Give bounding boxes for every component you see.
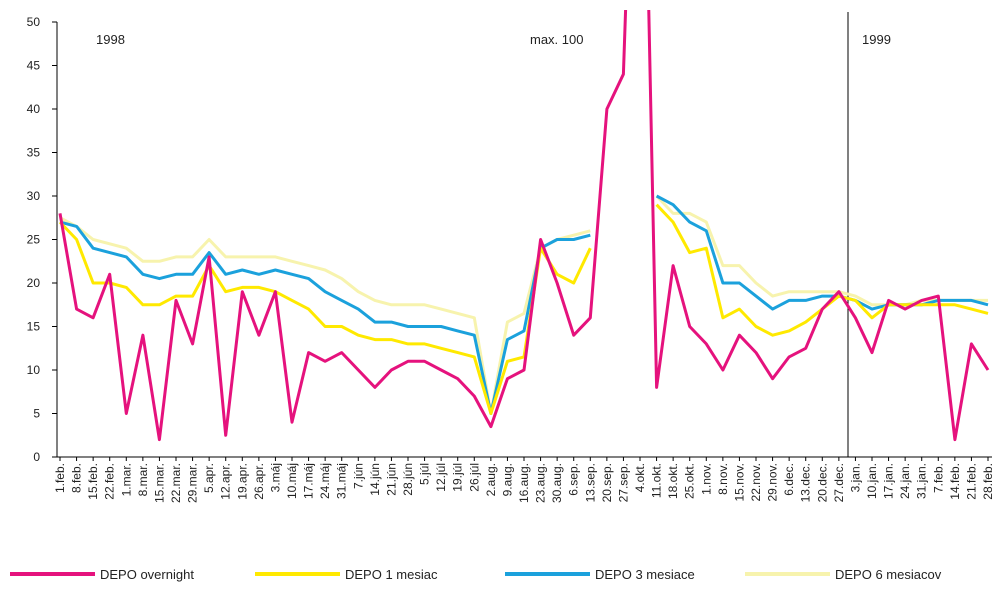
x-tick-label: 19.júl [451, 463, 465, 492]
x-tick-label: 1.mar. [119, 463, 133, 496]
y-tick-label: 5 [33, 407, 40, 421]
legend-label: DEPO 6 mesiacov [835, 567, 942, 582]
x-tick-label: 8.mar. [136, 463, 150, 496]
x-tick-label: 29.mar. [186, 463, 200, 503]
series-line [58, 10, 990, 442]
x-tick-label: 19.apr. [235, 463, 249, 500]
x-tick-label: 26.júl [467, 463, 481, 492]
x-tick-label: 21.jún [384, 463, 398, 496]
x-tick-label: 4.okt. [633, 463, 647, 492]
x-tick-label: 6.sep. [567, 463, 581, 496]
x-tick-label: 30.aug. [550, 463, 564, 503]
x-tick-label: 1.feb. [53, 463, 67, 493]
x-tick-label: 17.máj [302, 463, 316, 499]
x-tick-label: 26.apr. [252, 463, 266, 500]
x-tick-label: 1.nov. [699, 463, 713, 495]
y-tick-label: 45 [27, 59, 41, 73]
x-tick-label: 13.sep. [583, 463, 597, 502]
legend-label: DEPO 3 mesiace [595, 567, 695, 582]
x-tick-label: 5.júl [418, 463, 432, 485]
x-tick-label: 10.jan. [865, 463, 879, 499]
x-tick-label: 6.dec. [782, 463, 796, 496]
x-tick-label: 27.dec. [832, 463, 846, 502]
x-tick-label: 22.mar. [169, 463, 183, 503]
x-tick-label: 3.jan. [848, 463, 862, 492]
y-tick-label: 25 [27, 233, 41, 247]
x-tick-label: 15.mar. [152, 463, 166, 503]
y-tick-label: 15 [27, 320, 41, 334]
x-tick-label: 15.feb. [86, 463, 100, 500]
x-tick-label: 14.jún [368, 463, 382, 496]
x-tick-label: 29.nov. [766, 463, 780, 501]
x-tick-label: 9.aug. [500, 463, 514, 496]
x-tick-label: 22.nov. [749, 463, 763, 501]
annotation: 1998 [96, 32, 125, 47]
x-tick-label: 2.aug. [484, 463, 498, 496]
series-line [59, 194, 989, 415]
x-tick-label: 12.apr. [219, 463, 233, 500]
annotation: max. 100 [530, 32, 583, 47]
x-tick-label: 28.jún [401, 463, 415, 496]
x-tick-label: 7.feb. [931, 463, 945, 493]
y-tick-label: 10 [27, 363, 41, 377]
x-tick-label: 5.apr. [202, 463, 216, 493]
x-tick-label: 24.jan. [898, 463, 912, 499]
x-tick-label: 25.okt. [683, 463, 697, 499]
x-tick-label: 10.máj [285, 463, 299, 499]
y-tick-label: 30 [27, 189, 41, 203]
y-tick-label: 0 [33, 450, 40, 464]
x-tick-label: 23.aug. [534, 463, 548, 503]
x-tick-label: 7.jún [351, 463, 365, 489]
x-tick-label: 14.feb. [948, 463, 962, 500]
x-tick-label: 31.máj [335, 463, 349, 499]
y-tick-label: 20 [27, 276, 41, 290]
x-tick-label: 27.sep. [616, 463, 630, 502]
x-tick-label: 12.júl [434, 463, 448, 492]
x-tick-label: 11.okt. [650, 463, 664, 498]
x-tick-label: 20.sep. [600, 463, 614, 502]
x-tick-label: 8.nov. [716, 463, 730, 495]
x-tick-label: 15.nov. [732, 463, 746, 501]
legend-label: DEPO 1 mesiac [345, 567, 438, 582]
y-tick-label: 50 [27, 15, 41, 29]
x-tick-label: 17.jan. [882, 463, 896, 499]
x-tick-label: 31.jan. [915, 463, 929, 499]
x-tick-label: 16.aug. [517, 463, 531, 503]
x-tick-label: 8.feb. [70, 463, 84, 493]
annotation: 1999 [862, 32, 891, 47]
y-tick-label: 40 [27, 102, 41, 116]
x-tick-label: 3.máj [268, 463, 282, 492]
x-tick-label: 18.okt. [666, 463, 680, 499]
x-tick-label: 22.feb. [103, 463, 117, 500]
x-tick-label: 28.feb. [981, 463, 995, 500]
x-tick-label: 20.dec. [815, 463, 829, 502]
legend-label: DEPO overnight [100, 567, 194, 582]
y-tick-label: 35 [27, 146, 41, 160]
x-tick-label: 24.máj [318, 463, 332, 499]
x-tick-label: 13.dec. [799, 463, 813, 502]
x-tick-label: 21.feb. [964, 463, 978, 500]
